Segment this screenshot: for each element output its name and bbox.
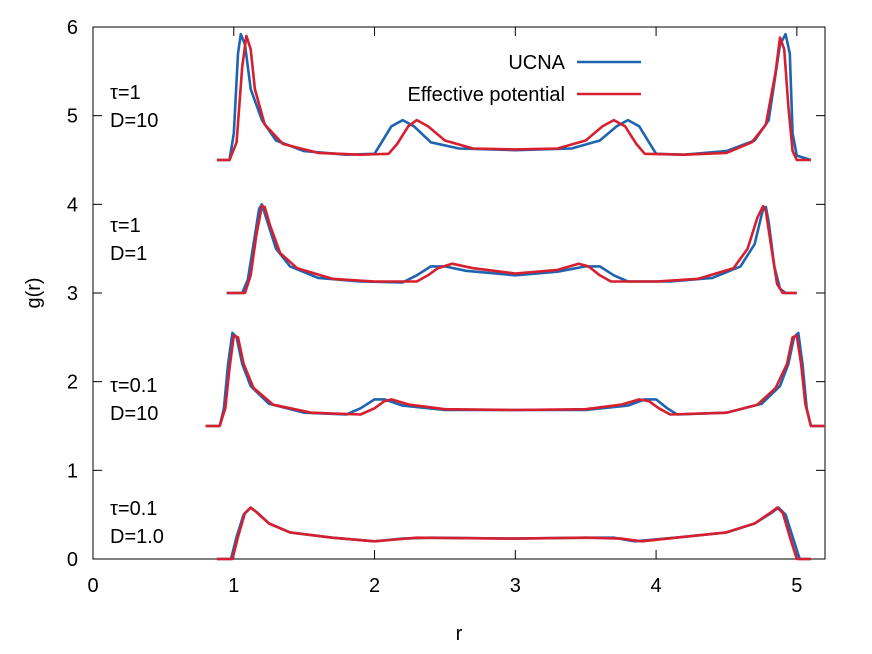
y-tick-label-6: 6	[67, 17, 78, 39]
x-tick-label-5: 5	[791, 575, 802, 597]
annotation-1-line2: D=1	[110, 243, 147, 265]
legend-label-0: UCNA	[508, 52, 565, 74]
x-tick-label-2: 2	[369, 575, 380, 597]
annotation-3-line2: D=1.0	[110, 526, 164, 548]
annotation-0-line1: τ=1	[110, 82, 141, 104]
y-tick-label-5: 5	[67, 106, 78, 128]
annotation-2-line1: τ=0.1	[110, 375, 157, 397]
x-tick-label-0: 0	[87, 575, 98, 597]
legend-label-1: Effective potential	[407, 84, 565, 106]
ucna-line-1	[226, 203, 797, 295]
effective-line-0	[216, 34, 811, 162]
annotations-layer: τ=1 D=10 τ=1 D=1 τ=0.1 D=10 τ=0.1 D=1.0	[110, 82, 164, 548]
lines-layer	[205, 32, 825, 561]
y-tick-label-4: 4	[67, 194, 78, 216]
y-tick-label-1: 1	[67, 460, 78, 482]
y-tick-label-2: 2	[67, 372, 78, 394]
effective-line-3	[216, 506, 811, 561]
annotation-2-line2: D=10	[110, 403, 158, 425]
x-tick-label-1: 1	[228, 575, 239, 597]
x-axis-label: r	[456, 623, 463, 645]
x-tick-label-4: 4	[651, 575, 662, 597]
annotation-0-line2: D=10	[110, 110, 158, 132]
annotation-3-line1: τ=0.1	[110, 498, 157, 520]
effective-line-2	[205, 334, 825, 428]
legend: UCNA Effective potential	[407, 52, 641, 106]
plot-frame	[92, 26, 826, 560]
annotation-1-line1: τ=1	[110, 215, 141, 237]
y-axis-label: g(r)	[23, 277, 45, 308]
x-tick-label-3: 3	[510, 575, 521, 597]
effective-line-1	[226, 204, 797, 295]
y-tick-label-0: 0	[67, 549, 78, 571]
y-tick-label-3: 3	[67, 283, 78, 305]
